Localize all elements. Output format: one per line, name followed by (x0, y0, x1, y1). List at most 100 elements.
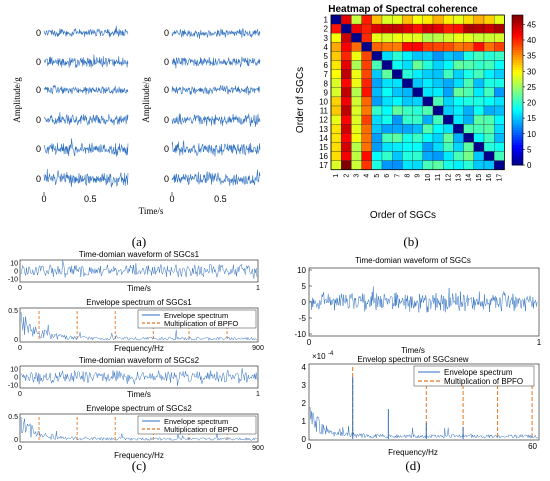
heatmap-cell (432, 23, 444, 34)
heatmap-cell (483, 14, 495, 25)
heatmap-xtick: 10 (425, 174, 432, 182)
heatmap-cell (473, 124, 485, 134)
colorbar-tick-label: 20 (527, 99, 536, 108)
heatmap-cell (351, 142, 362, 152)
panel-a-xtick: 0.5 (84, 194, 97, 204)
heatmap-cell (381, 96, 393, 107)
d-spec-title: Envelop spectrum of SGCsnew (357, 355, 468, 364)
heatmap-cell (341, 124, 352, 134)
heatmap-cell (330, 14, 342, 25)
heatmap-xtick: 6 (384, 174, 391, 178)
heatmap-cell (422, 96, 434, 107)
heatmap-cell (412, 78, 423, 88)
colorbar-segment (512, 120, 523, 123)
heatmap-cell (494, 69, 505, 79)
heatmap-cell (341, 78, 352, 88)
heatmap-cell (330, 23, 342, 34)
colorbar-segment (512, 122, 523, 126)
heatmap-cell (494, 14, 505, 25)
panel-a-zero-tick: 0 (164, 28, 169, 38)
colorbar-segment (512, 137, 523, 141)
heatmap-cell (494, 105, 505, 116)
heatmap-cell (432, 114, 444, 125)
colorbar-segment (512, 25, 523, 28)
heatmap-cell (473, 23, 485, 34)
heatmap-cell (381, 69, 393, 79)
heatmap-cell (412, 105, 423, 116)
colorbar-segment (512, 87, 523, 91)
heatmap-cell (392, 105, 403, 116)
heatmap-xlabel: Order of SGCs (370, 210, 436, 221)
heatmap-cell (463, 23, 474, 34)
heatmap-cell (432, 142, 444, 152)
heatmap-cell (443, 114, 454, 125)
heatmap-cell (392, 60, 403, 70)
heatmap-cell (422, 133, 434, 143)
heatmap-cell (392, 96, 403, 107)
heatmap-cell (341, 42, 352, 52)
heatmap-cell (483, 33, 495, 43)
heatmap-cell (381, 51, 393, 61)
d-time-xtick: 0 (307, 338, 312, 347)
heatmap-cell (463, 142, 474, 152)
heatmap-cell (463, 60, 474, 70)
colorbar-segment (512, 125, 523, 128)
d-time-trace (309, 286, 539, 313)
c-xtick: 0 (18, 345, 22, 352)
colorbar-segment (512, 95, 523, 98)
d-legend-label-bpfo: Multiplication of BPFO (444, 377, 523, 386)
heatmap-cell (371, 142, 383, 152)
colorbar-segment (512, 42, 523, 46)
heatmap-cell (381, 14, 393, 25)
heatmap-ytick: 1 (324, 16, 329, 25)
c-ytick: -10 (8, 383, 18, 390)
heatmap-cell (341, 87, 352, 98)
heatmap-ytick: 14 (319, 134, 328, 143)
heatmap-cell (402, 87, 413, 98)
heatmap-cell (422, 78, 434, 88)
colorbar-segment (512, 37, 523, 41)
colorbar-segment (512, 105, 523, 108)
heatmap-cell (392, 124, 403, 134)
heatmap-cell (432, 124, 444, 134)
heatmap-cell (412, 142, 423, 152)
panel-a-trace (171, 56, 261, 69)
c-ytick: 0 (14, 437, 18, 444)
heatmap-cell (494, 160, 505, 170)
colorbar-segment (512, 142, 523, 146)
heatmap-cell (361, 60, 372, 70)
heatmap-cell (341, 14, 352, 25)
colorbar-tick-label: 25 (527, 83, 536, 92)
heatmap-cell (463, 51, 474, 61)
colorbar-segment (512, 112, 523, 116)
panel-a-zero-tick: 0 (164, 115, 169, 125)
heatmap-cell (483, 60, 495, 70)
colorbar-segment (512, 57, 523, 61)
panel-a-trace (171, 169, 261, 186)
heatmap-cell (473, 96, 485, 107)
heatmap-cell (443, 160, 454, 170)
heatmap-cell (422, 51, 434, 61)
panel-a-trace (43, 54, 129, 68)
heatmap-xtick: 13 (456, 174, 463, 182)
heatmap-cell (392, 142, 403, 152)
heatmap-cell (371, 51, 383, 61)
heatmap-cell (402, 124, 413, 134)
heatmap-cell (494, 124, 505, 134)
heatmap-cell (412, 23, 423, 34)
heatmap-xtick: 17 (496, 174, 503, 182)
heatmap-cell (463, 14, 474, 25)
heatmap-ytick: 3 (324, 34, 329, 43)
heatmap-cell (330, 87, 342, 98)
heatmap-xtick: 1 (333, 174, 340, 178)
colorbar-segment (512, 157, 523, 161)
heatmap-cell (432, 133, 444, 143)
d-spec-ytick: 0 (302, 435, 307, 444)
heatmap-ylabel: Order of SGCs (295, 67, 306, 133)
heatmap-cell (494, 133, 505, 143)
heatmap-cell (361, 42, 372, 52)
c-xlabel: Time/s (127, 284, 151, 293)
heatmap-cell (473, 160, 485, 170)
heatmap-cell (443, 14, 454, 25)
